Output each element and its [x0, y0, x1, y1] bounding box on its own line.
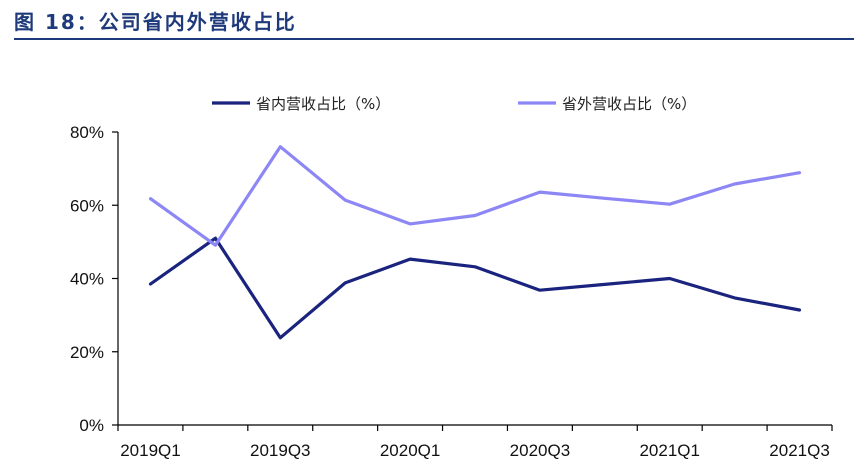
series-line-domestic — [148, 236, 802, 340]
y-tick-label: 0% — [79, 416, 104, 435]
x-tick-label: 2020Q3 — [510, 441, 571, 460]
legend-label: 省内营收占比（%） — [256, 95, 390, 113]
y-tick-label: 80% — [70, 123, 104, 142]
figure-title-bar: 图 18：公司省内外营收占比 — [14, 6, 854, 40]
y-tick-label: 20% — [70, 343, 104, 362]
figure-title: 图 18：公司省内外营收占比 — [14, 10, 297, 34]
x-tick-label: 2020Q1 — [380, 441, 441, 460]
y-tick-label: 40% — [70, 270, 104, 289]
legend-label: 省外营收占比（%） — [562, 95, 696, 113]
y-tick-label: 60% — [70, 196, 104, 215]
x-tick-label: 2019Q3 — [250, 441, 311, 460]
x-tick-label: 2019Q1 — [120, 441, 181, 460]
x-tick-label: 2021Q1 — [639, 441, 700, 460]
x-tick-label: 2021Q3 — [769, 441, 830, 460]
series-line-outside — [148, 145, 802, 247]
